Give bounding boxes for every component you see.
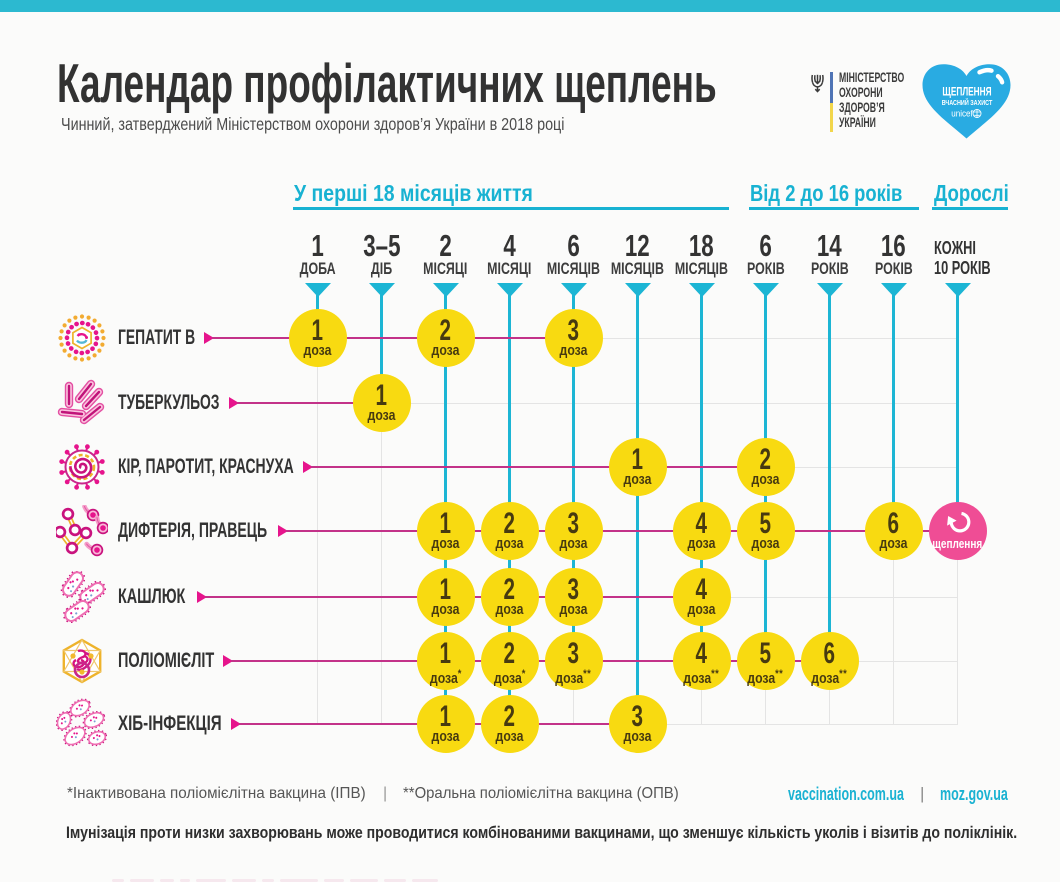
svg-text:unicef: unicef xyxy=(951,108,973,119)
svg-text:ВЧАСНИЙ ЗАХИСТ: ВЧАСНИЙ ЗАХИСТ xyxy=(942,97,993,107)
svg-text:ЩЕПЛЕННЯ: ЩЕПЛЕННЯ xyxy=(942,86,991,99)
